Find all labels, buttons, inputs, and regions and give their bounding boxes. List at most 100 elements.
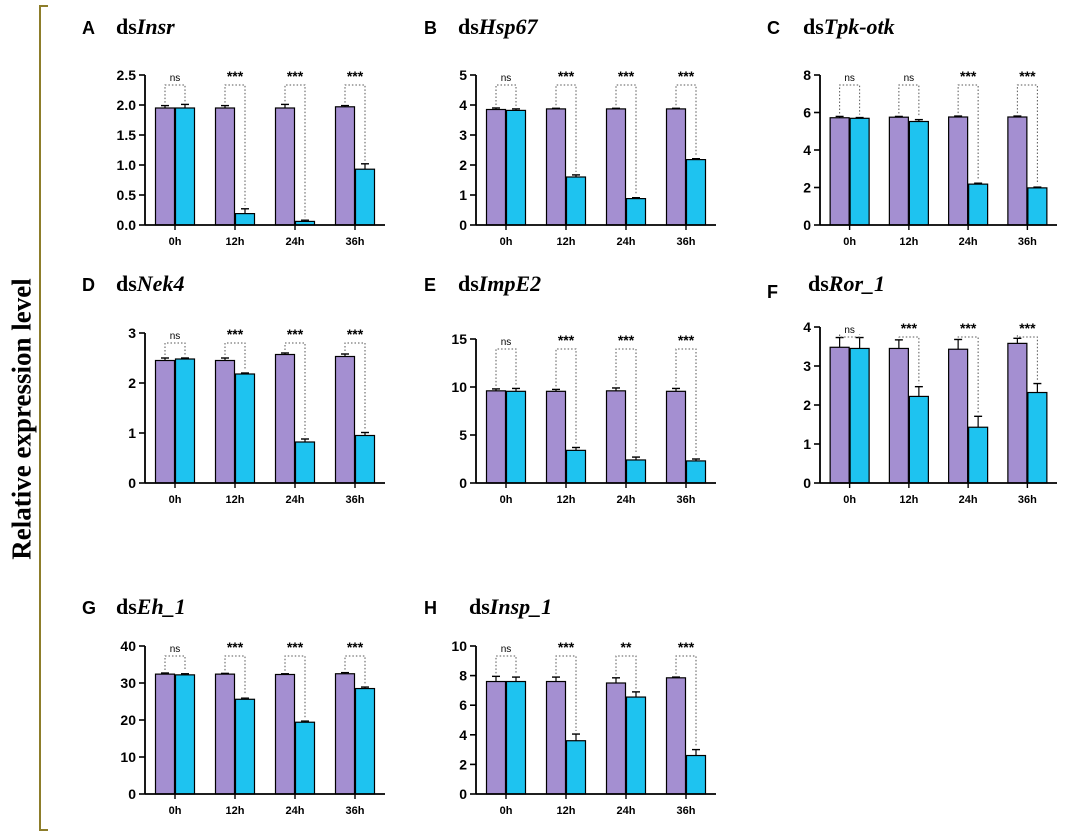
bar-treatment: [505, 109, 527, 226]
y-tick-label: 10: [120, 749, 136, 765]
bar-treatment: [174, 674, 196, 795]
bar-control: [214, 359, 236, 484]
bar-treatment: [294, 220, 316, 226]
bar-treatment: [234, 213, 256, 226]
significance-bracket: [675, 84, 697, 156]
bar-treatment: [625, 198, 647, 226]
x-tick-label: 0h: [169, 236, 182, 248]
y-tick-label: 0.5: [117, 187, 137, 203]
y-tick-label: 1.5: [117, 127, 137, 143]
chart-title-prefix: ds: [116, 271, 137, 296]
significance-bracket: [224, 655, 246, 696]
x-tick-label: 24h: [617, 494, 636, 506]
significance-label: ***: [287, 639, 304, 655]
bar-control: [485, 680, 507, 795]
y-tick-label: 0: [459, 786, 467, 802]
significance-bracket: [495, 84, 517, 106]
panel-letter: F: [767, 282, 778, 302]
x-tick-label: 36h: [677, 236, 696, 248]
chart-title-gene: Ror_1: [828, 271, 885, 296]
significance-label: ***: [227, 68, 244, 84]
bar-treatment: [685, 159, 707, 226]
chart-title-gene: Hsp67: [478, 14, 539, 39]
bar-treatment: [294, 441, 316, 484]
y-tick-label: 0: [459, 475, 467, 491]
significance-bracket: [284, 655, 306, 719]
bar-treatment: [565, 740, 587, 795]
significance-label: **: [621, 639, 632, 655]
y-tick-label: 10: [451, 379, 467, 395]
bar-control: [1007, 342, 1028, 484]
x-tick-label: 12h: [899, 236, 918, 248]
panel-letter: H: [424, 598, 437, 618]
bar-control: [154, 673, 176, 795]
bar-treatment: [908, 120, 929, 226]
chart-title-prefix: ds: [116, 14, 137, 39]
x-tick-label: 12h: [557, 805, 576, 817]
y-tick-label: 1.0: [117, 157, 137, 173]
chart-title: dsImpE2: [458, 271, 541, 296]
y-tick-label: 1: [128, 425, 136, 441]
y-tick-label: 1: [459, 187, 467, 203]
y-tick-label: 3: [128, 325, 136, 341]
significance-bracket: [1016, 335, 1038, 381]
bar-control: [545, 108, 567, 226]
y-tick-label: 0: [128, 475, 136, 491]
bar-treatment: [685, 460, 707, 484]
significance-label: ***: [678, 68, 695, 84]
y-tick-label: 5: [459, 67, 467, 83]
x-tick-label: 24h: [286, 236, 305, 248]
x-tick-label: 36h: [677, 805, 696, 817]
significance-bracket: [224, 342, 246, 370]
significance-bracket: [164, 655, 186, 671]
significance-label: ***: [558, 332, 575, 348]
chart-title-gene: Eh_1: [136, 594, 186, 619]
bar-treatment: [565, 449, 587, 484]
bar-control: [948, 348, 969, 484]
significance-bracket: [555, 84, 577, 172]
significance-label: ***: [347, 68, 364, 84]
significance-bracket: [284, 84, 306, 218]
y-tick-label: 0: [803, 217, 811, 233]
y-tick-label: 8: [459, 668, 467, 684]
figure-y-axis-label: Relative expression level: [6, 278, 37, 560]
x-tick-label: 12h: [899, 494, 918, 506]
panel-letter: D: [82, 275, 95, 295]
significance-bracket: [898, 336, 920, 384]
y-tick-label: 2: [459, 756, 467, 772]
y-tick-label: 3: [803, 358, 811, 374]
bar-treatment: [234, 373, 256, 484]
chart-title-prefix: ds: [458, 14, 479, 39]
panel-letter: A: [82, 18, 95, 38]
bar-control: [485, 108, 507, 226]
significance-bracket: [495, 655, 517, 675]
significance-bracket: [164, 84, 186, 103]
x-tick-label: 0h: [843, 236, 856, 248]
significance-label: ***: [227, 639, 244, 655]
bar-control: [334, 106, 356, 226]
bar-control: [665, 108, 687, 226]
bar-treatment: [565, 176, 587, 226]
x-tick-label: 36h: [677, 494, 696, 506]
bar-treatment: [174, 358, 196, 484]
panel-letter: G: [82, 598, 96, 618]
bar-control: [1007, 116, 1028, 226]
significance-bracket: [1016, 84, 1038, 185]
x-tick-label: 24h: [286, 805, 305, 817]
bar-treatment: [908, 395, 929, 484]
x-tick-label: 12h: [226, 236, 245, 248]
bar-control: [274, 673, 296, 795]
panel-letter: E: [424, 275, 436, 295]
chart-title-gene: ImpE2: [478, 271, 541, 296]
significance-bracket: [615, 655, 637, 689]
y-tick-label: 2: [128, 375, 136, 391]
x-tick-label: 36h: [346, 805, 365, 817]
bar-treatment: [354, 687, 376, 795]
significance-label: ***: [287, 326, 304, 342]
significance-label: ***: [960, 320, 977, 336]
